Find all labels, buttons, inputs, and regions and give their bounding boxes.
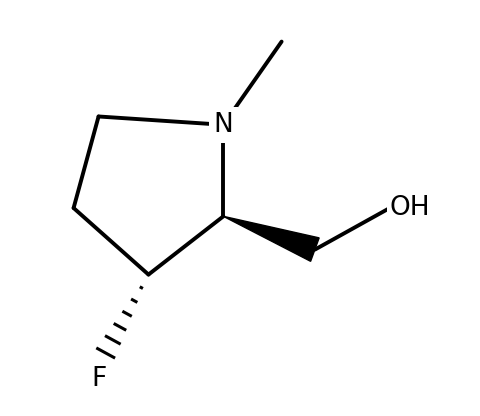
Text: N: N	[214, 112, 233, 138]
Text: OH: OH	[390, 195, 431, 221]
Text: F: F	[91, 366, 106, 392]
Polygon shape	[223, 216, 319, 261]
